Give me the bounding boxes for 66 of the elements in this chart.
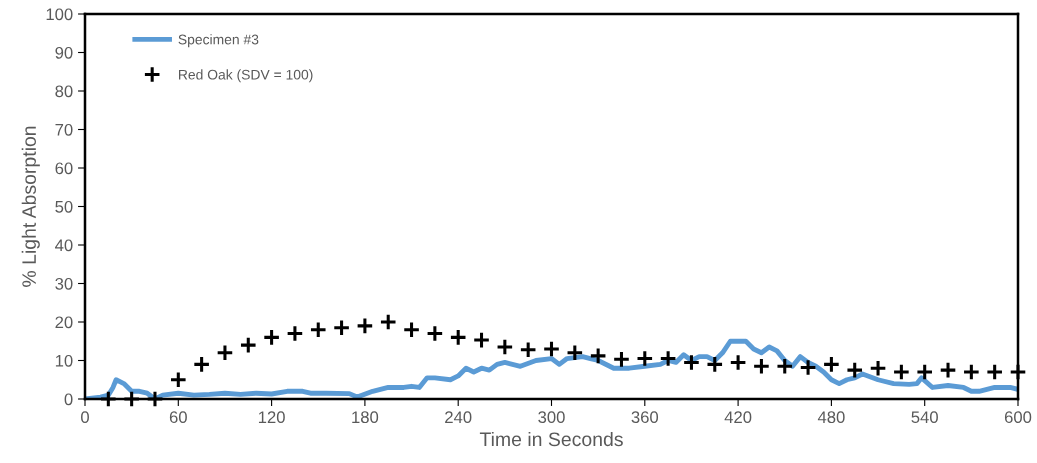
point bbox=[122, 390, 141, 408]
point bbox=[332, 318, 351, 337]
point bbox=[845, 361, 864, 379]
point bbox=[775, 357, 794, 376]
y-tick-label: 100 bbox=[46, 8, 73, 21]
point bbox=[496, 338, 514, 356]
x-tick-label: 240 bbox=[445, 411, 472, 424]
point bbox=[309, 320, 328, 339]
y-tick-label: 50 bbox=[55, 200, 73, 213]
legend-label: Specimen #3 bbox=[178, 34, 259, 48]
y-tick-label: 10 bbox=[55, 354, 73, 367]
x-tick-label: 120 bbox=[258, 411, 285, 424]
point bbox=[729, 353, 747, 372]
point bbox=[402, 320, 421, 339]
point bbox=[426, 324, 444, 343]
point bbox=[169, 370, 188, 389]
point bbox=[379, 313, 398, 331]
y-tick-label: 40 bbox=[55, 239, 73, 252]
y-tick-label: 60 bbox=[55, 162, 73, 175]
point bbox=[939, 361, 957, 379]
y-tick-label: 30 bbox=[55, 277, 73, 290]
point bbox=[472, 331, 491, 349]
point bbox=[449, 328, 468, 347]
point bbox=[892, 363, 911, 381]
point bbox=[962, 363, 981, 381]
legend-label: Red Oak (SDV = 100) bbox=[179, 69, 313, 83]
point bbox=[192, 355, 211, 374]
point bbox=[239, 336, 258, 354]
y-axis-title: % Light Absorption bbox=[21, 126, 40, 287]
point bbox=[635, 349, 654, 368]
point bbox=[752, 357, 771, 376]
point bbox=[869, 359, 887, 378]
point bbox=[682, 353, 701, 372]
x-tick-label: 0 bbox=[81, 411, 89, 424]
y-tick-label: 70 bbox=[55, 123, 73, 136]
point bbox=[146, 390, 164, 408]
y-tick-label: 0 bbox=[64, 393, 73, 406]
y-tick-label: 90 bbox=[55, 46, 73, 59]
point bbox=[822, 355, 841, 374]
x-axis-title: Time in Seconds bbox=[479, 431, 623, 447]
point bbox=[1009, 363, 1027, 381]
x-tick-label: 600 bbox=[1004, 411, 1032, 424]
x-tick-label: 480 bbox=[817, 411, 845, 424]
x-tick-label: 180 bbox=[352, 411, 379, 424]
x-tick-label: 60 bbox=[169, 411, 187, 424]
x-tick-label: 540 bbox=[911, 411, 938, 424]
x-tick-label: 420 bbox=[724, 411, 752, 424]
point bbox=[99, 390, 118, 408]
point bbox=[659, 349, 677, 368]
x-tick-label: 300 bbox=[538, 411, 565, 424]
point bbox=[705, 355, 724, 374]
point bbox=[286, 324, 304, 343]
point bbox=[566, 343, 584, 362]
point bbox=[612, 350, 631, 369]
point bbox=[915, 363, 934, 381]
point bbox=[519, 340, 537, 359]
x-tick-label: 360 bbox=[631, 411, 659, 424]
point bbox=[799, 358, 817, 377]
point bbox=[262, 328, 281, 347]
y-tick-label: 20 bbox=[55, 316, 73, 329]
point bbox=[589, 347, 607, 365]
point bbox=[356, 317, 374, 335]
point bbox=[985, 363, 1004, 381]
point bbox=[542, 340, 561, 358]
point bbox=[216, 343, 234, 362]
y-tick-label: 80 bbox=[55, 85, 73, 98]
